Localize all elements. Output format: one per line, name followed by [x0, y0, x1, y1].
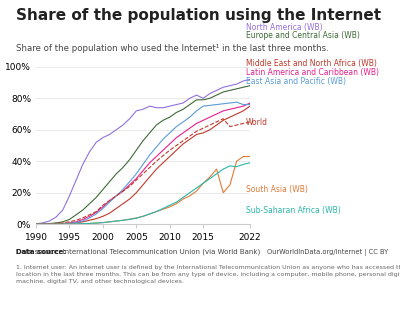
Text: Europe and Central Asia (WB): Europe and Central Asia (WB): [246, 31, 360, 40]
Text: Data source: International Telecommunication Union (via World Bank): Data source: International Telecommunica…: [16, 249, 260, 255]
Text: 1. Internet user: An internet user is defined by the International Telecommunica: 1. Internet user: An internet user is de…: [16, 265, 400, 284]
Text: Middle East and North Africa (WB): Middle East and North Africa (WB): [246, 59, 377, 68]
Text: OurWorldInData.org/internet | CC BY: OurWorldInData.org/internet | CC BY: [267, 249, 388, 256]
Text: Sub-Saharan Africa (WB): Sub-Saharan Africa (WB): [246, 206, 341, 215]
Text: Our World: Our World: [348, 20, 385, 26]
Text: South Asia (WB): South Asia (WB): [246, 185, 308, 194]
Text: East Asia and Pacific (WB): East Asia and Pacific (WB): [246, 77, 346, 86]
Text: Data source:: Data source:: [16, 249, 66, 255]
Text: North America (WB): North America (WB): [246, 23, 323, 31]
Text: Share of the population using the Internet: Share of the population using the Intern…: [16, 8, 381, 23]
Text: Share of the population who used the Internet¹ in the last three months.: Share of the population who used the Int…: [16, 44, 329, 53]
Text: Latin America and Caribbean (WB): Latin America and Caribbean (WB): [246, 68, 379, 77]
Text: World: World: [246, 118, 268, 127]
Text: in Data: in Data: [353, 32, 380, 38]
